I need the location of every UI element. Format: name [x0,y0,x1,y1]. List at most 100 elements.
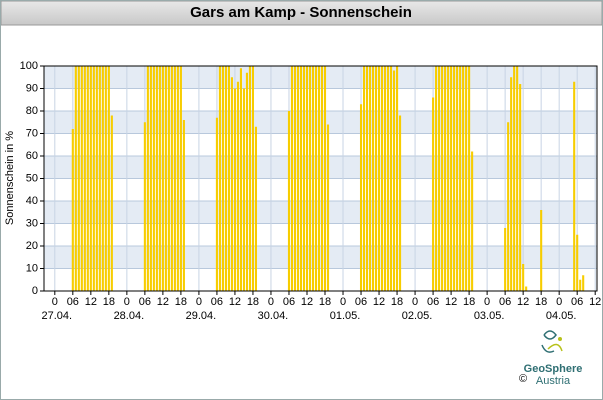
bar [170,66,173,291]
plot-frame [43,65,598,292]
x-tick-label: 06 [211,296,223,308]
x-tick-label: 0 [412,296,418,308]
bar [161,66,164,291]
bar [176,66,179,291]
bar [507,122,510,291]
x-tick-label: 12 [373,296,385,308]
brand-country: Austria [536,375,571,387]
bar [462,66,465,291]
bar [107,66,110,291]
bar [101,66,104,291]
x-tick-label: 0 [196,296,202,308]
x-tick-label: 18 [319,296,331,308]
bar [317,66,321,291]
x-tick-label: 12 [517,296,529,308]
bar [95,66,98,291]
x-tick-label: 06 [355,296,367,308]
y-tick-label: 70 [26,127,38,139]
bar [525,286,528,291]
bar [513,66,516,291]
bar [251,66,255,291]
x-tick-label: 12 [301,296,313,308]
bar [374,66,378,291]
x-tick-label: 12 [85,296,97,308]
bar [299,66,303,291]
bar [396,66,399,291]
bar [224,66,227,291]
bar [432,97,435,291]
date-label: 28.04. [114,310,145,322]
bar [320,66,324,291]
bar [465,66,468,291]
x-tick-label: 06 [283,296,295,308]
x-tick-label: 18 [247,296,259,308]
x-tick-label: 12 [445,296,457,308]
bar [83,66,86,291]
y-tick-label: 20 [26,240,38,252]
bar [296,66,300,291]
title-bar [1,1,602,26]
bar [155,66,158,291]
bar [143,122,146,291]
bar [444,66,447,291]
bar [510,77,513,291]
bar [362,66,366,291]
bar [182,120,185,291]
bar [368,66,372,291]
bar [438,66,441,291]
bar [582,275,585,291]
bar [221,66,224,291]
x-tick-label: 06 [499,296,511,308]
x-tick-label: 06 [427,296,439,308]
x-tick-label: 18 [103,296,115,308]
bar [435,66,438,291]
bar [254,126,258,291]
bar [179,66,182,291]
bar [326,124,330,291]
x-tick-label: 06 [67,296,79,308]
bar [450,66,453,291]
date-label: 30.04. [258,310,289,322]
date-label: 02.05. [402,310,433,322]
bar [383,66,387,291]
bar [227,66,230,291]
bar [164,66,167,291]
x-tick-label: 18 [175,296,187,308]
x-tick-label: 18 [535,296,547,308]
bar [239,68,242,291]
bar [386,66,390,291]
bar [152,66,155,291]
y-tick-label: 50 [26,172,38,184]
bar [149,66,152,291]
bar [290,66,294,291]
bar [540,210,543,291]
bar [359,104,363,291]
bar [302,66,306,291]
bar [305,66,309,291]
x-tick-label: 0 [268,296,274,308]
date-label: 27.04. [42,310,73,322]
bar [71,129,74,291]
bar [86,66,89,291]
bar [522,264,525,291]
x-tick-label: 12 [589,296,601,308]
logo [541,330,563,353]
date-label: 03.05. [474,310,505,322]
grid-band [44,201,597,224]
y-axis-label: Sonnenschein in % [4,131,16,225]
y-tick-label: 40 [26,195,38,207]
bar [245,72,248,291]
bar [371,66,375,291]
bar [447,66,450,291]
bar [456,66,459,291]
bar [80,66,83,291]
x-tick-label: 18 [391,296,403,308]
grid-band [44,111,597,134]
bar [74,66,77,291]
grid-band [44,66,597,89]
bar [146,66,149,291]
bar [380,66,384,291]
bar [314,66,318,291]
bar [248,66,251,291]
